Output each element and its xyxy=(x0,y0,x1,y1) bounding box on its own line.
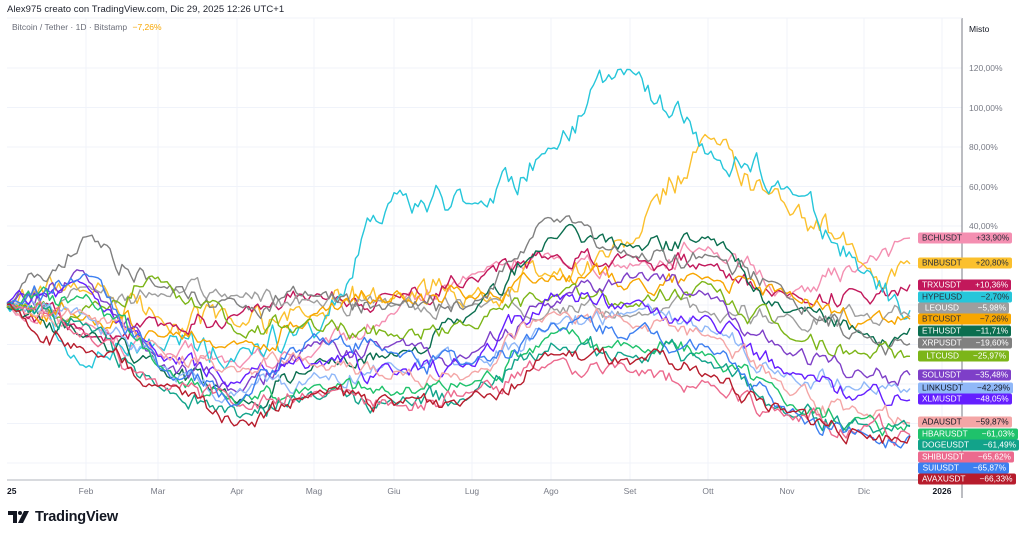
legend-symbol: Bitcoin / Tether · 1D · Bitstamp xyxy=(12,22,128,32)
chart-container[interactable] xyxy=(0,16,1024,498)
price-label-btcusdt: BTCUSDT −7,26% xyxy=(918,313,1012,325)
price-label-symbol: HYPEUSD xyxy=(918,291,966,303)
series-line-btcusdt[interactable] xyxy=(6,262,911,352)
series-line-adausdt[interactable] xyxy=(6,302,911,426)
series-line-xlmusdt[interactable] xyxy=(6,279,911,407)
price-label-symbol: LINKUSDT xyxy=(918,382,967,394)
price-label-shibusdt: SHIBUSDT −65,62% xyxy=(918,451,1014,463)
price-label-symbol: LEOUSD xyxy=(918,302,962,314)
price-label-suiusdt: SUIUSDT −65,87% xyxy=(918,462,1009,474)
series-line-ethusdt[interactable] xyxy=(6,223,911,409)
price-label-leousd: LEOUSD −5,98% xyxy=(918,302,1009,314)
price-label-value: +10,36% xyxy=(964,279,1012,291)
series-line-leousd[interactable] xyxy=(6,276,911,333)
x-tick-label: Mag xyxy=(305,486,323,496)
price-label-symbol: TRXUSDT xyxy=(918,279,965,291)
series-line-ltcusd[interactable] xyxy=(6,275,911,359)
price-label-value: −59,87% xyxy=(964,416,1012,428)
series-line-xrpusdt[interactable] xyxy=(6,215,911,356)
x-tick-label: Nov xyxy=(779,486,795,496)
price-label-xlmusdt: XLMUSDT −48,05% xyxy=(918,393,1012,405)
price-label-hypeusd: HYPEUSD −2,70% xyxy=(918,291,1013,303)
price-label-adausdt: ADAUSDT −59,87% xyxy=(918,416,1012,428)
price-label-value: −35,48% xyxy=(964,369,1012,381)
price-label-bchusdt: BCHUSDT +33,90% xyxy=(918,232,1013,244)
x-tick-label: Set xyxy=(623,486,637,496)
y-tick-label: 60,00% xyxy=(969,181,998,192)
price-label-symbol: SHIBUSDT xyxy=(918,451,967,463)
price-label-xrpusdt: XRPUSDT −19,60% xyxy=(918,337,1012,349)
legend-change: −7,26% xyxy=(132,22,162,32)
tradingview-logo-icon xyxy=(8,511,30,523)
price-label-ltcusd: LTCUSD −25,97% xyxy=(918,350,1009,362)
price-label-avaxusdt: AVAXUSDT −66,33% xyxy=(918,473,1016,485)
chart-attribution: Alex975 creato con TradingView.com, Dic … xyxy=(7,4,285,15)
price-label-dogeusdt: DOGEUSDT −61,49% xyxy=(918,439,1020,451)
y-tick-label: 40,00% xyxy=(969,221,998,231)
price-label-ethusdt: ETHUSDT −11,71% xyxy=(918,325,1012,337)
price-label-symbol: BNBUSDT xyxy=(918,257,965,269)
x-tick-label: Dic xyxy=(857,486,871,496)
tradingview-logo[interactable]: TradingView xyxy=(8,509,118,525)
x-tick-label: Ago xyxy=(543,486,559,496)
chart-legend[interactable]: Bitcoin / Tether · 1D · Bitstamp −7,26% xyxy=(12,22,162,32)
price-label-trxusdt: TRXUSDT +10,36% xyxy=(918,279,1012,291)
price-label-symbol: BTCUSDT xyxy=(918,313,965,325)
y-tick-label: 120,00% xyxy=(969,63,1003,73)
x-tick-label: Feb xyxy=(78,486,94,496)
x-tick-label: Mar xyxy=(150,486,166,496)
x-tick-label: Lug xyxy=(464,486,480,496)
price-label-value: −65,62% xyxy=(966,451,1014,463)
price-label-value: −2,70% xyxy=(965,291,1013,303)
price-label-value: −25,97% xyxy=(962,350,1009,362)
price-label-solusdt: SOLUSDT −35,48% xyxy=(918,369,1012,381)
price-label-value: −5,98% xyxy=(962,302,1009,314)
price-scale-mode[interactable]: Misto xyxy=(969,24,990,34)
price-label-symbol: DOGEUSDT xyxy=(918,439,973,451)
price-label-symbol: BCHUSDT xyxy=(918,232,966,244)
y-tick-label: 100,00% xyxy=(969,102,1003,113)
price-label-symbol: LTCUSD xyxy=(918,350,962,362)
price-label-bnbusdt: BNBUSDT +20,80% xyxy=(918,257,1012,269)
price-label-symbol: HBARUSDT xyxy=(918,428,971,440)
y-tick-label: 80,00% xyxy=(969,142,998,152)
x-tick-label: Giu xyxy=(387,486,401,496)
x-tick-label: 2026 xyxy=(932,486,952,496)
price-label-symbol: AVAXUSDT xyxy=(918,473,969,485)
price-label-symbol: XLMUSDT xyxy=(918,393,965,405)
price-label-value: −42,29% xyxy=(966,382,1014,394)
price-label-value: −61,49% xyxy=(972,439,1020,451)
x-tick-label: 25 xyxy=(7,486,17,496)
price-label-value: +20,80% xyxy=(964,257,1012,269)
price-label-value: −66,33% xyxy=(968,473,1016,485)
price-label-value: −65,87% xyxy=(962,462,1009,474)
series-line-suiusdt[interactable] xyxy=(6,273,911,449)
price-label-value: +33,90% xyxy=(965,232,1013,244)
price-label-value: −11,71% xyxy=(964,325,1012,337)
price-label-value: −7,26% xyxy=(964,313,1012,325)
chart-plot-area[interactable] xyxy=(0,16,1024,498)
x-tick-label: Ott xyxy=(702,486,714,496)
x-tick-label: Apr xyxy=(230,486,244,496)
price-label-symbol: SUIUSDT xyxy=(918,462,962,474)
price-label-value: −61,03% xyxy=(970,428,1018,440)
price-label-linkusdt: LINKUSDT −42,29% xyxy=(918,382,1014,394)
price-label-value: −48,05% xyxy=(964,393,1012,405)
price-label-value: −19,60% xyxy=(964,337,1012,349)
series-line-avaxusdt[interactable] xyxy=(6,303,911,445)
price-label-hbarusdt: HBARUSDT −61,03% xyxy=(918,428,1018,440)
price-label-symbol: XRPUSDT xyxy=(918,337,965,349)
price-label-symbol: ADAUSDT xyxy=(918,416,965,428)
price-label-symbol: ETHUSDT xyxy=(918,325,965,337)
price-label-symbol: SOLUSDT xyxy=(918,369,965,381)
tradingview-logo-text: TradingView xyxy=(35,509,118,525)
